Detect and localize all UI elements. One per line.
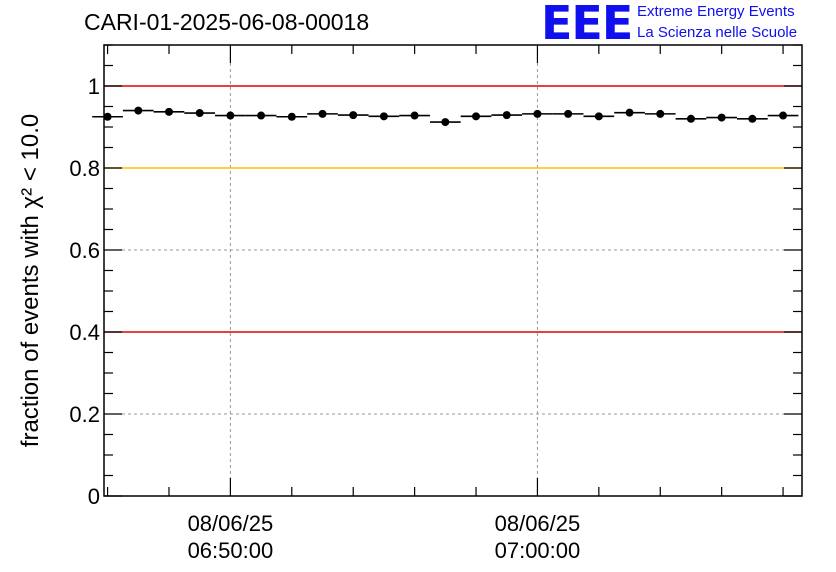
data-point [441, 118, 450, 127]
data-point [164, 107, 173, 116]
data-point [502, 111, 511, 120]
data-point [349, 111, 358, 120]
data-point [625, 108, 634, 117]
data-point [379, 112, 388, 121]
x-tick-label-date: 08/06/25 [188, 511, 274, 536]
x-tick-label-date: 08/06/25 [495, 511, 581, 536]
data-point [717, 113, 726, 122]
data-point [226, 111, 235, 120]
data-point [134, 106, 143, 115]
data-point [656, 109, 665, 118]
y-axis-label: fraction of events with χ² < 10.0 [17, 114, 44, 447]
data-point [287, 112, 296, 121]
y-tick-label: 0.6 [69, 238, 100, 263]
data-point [594, 112, 603, 121]
data-point [318, 109, 327, 118]
y-tick-label: 0.2 [69, 402, 100, 427]
data-point [564, 109, 573, 118]
data-point [686, 114, 695, 123]
logo-letters: EEE [541, 0, 633, 50]
data-point [195, 109, 204, 118]
y-tick-label: 1 [88, 74, 100, 99]
data-point [779, 111, 788, 120]
grid-lines [104, 45, 802, 496]
x-tick-label-time: 07:00:00 [495, 538, 581, 563]
y-tick-label: 0.4 [69, 320, 100, 345]
data-point [410, 111, 419, 120]
data-series [92, 106, 799, 127]
y-tick-label: 0.8 [69, 156, 100, 181]
logo-line-2: La Scienza nelle Scuole [637, 24, 798, 41]
data-point [103, 112, 112, 121]
data-point [472, 112, 481, 121]
x-tick-label-time: 06:50:00 [188, 538, 274, 563]
axis-ticks [104, 44, 802, 497]
data-point [533, 109, 542, 118]
reference-lines [104, 85, 802, 333]
y-tick-label: 0 [88, 484, 100, 509]
logo-line-1: Extreme Energy Events [637, 3, 795, 20]
eee-logo: EEE Extreme Energy Events La Scienza nel… [541, 0, 836, 50]
data-point [748, 114, 757, 123]
axis-labels: 00.20.40.60.8108/06/2506:50:0008/06/2507… [69, 74, 580, 563]
data-point [257, 111, 266, 120]
chart-title: CARI-01-2025-06-08-00018 [84, 9, 370, 35]
